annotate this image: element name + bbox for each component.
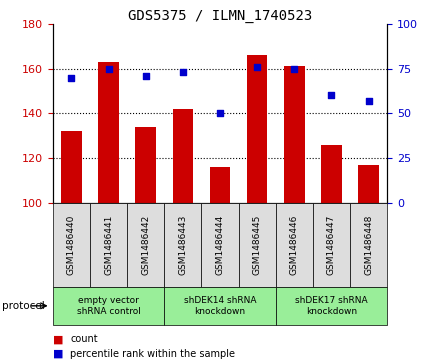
Point — [328, 93, 335, 98]
Bar — [359, 165, 379, 203]
Text: empty vector
shRNA control: empty vector shRNA control — [77, 296, 140, 315]
Point — [180, 69, 187, 75]
Text: shDEK17 shRNA
knockdown: shDEK17 shRNA knockdown — [295, 296, 368, 315]
Text: ■: ■ — [53, 349, 63, 359]
Bar — [61, 131, 81, 203]
Point — [105, 66, 112, 72]
Text: GSM1486442: GSM1486442 — [141, 215, 150, 275]
Text: GSM1486447: GSM1486447 — [327, 215, 336, 275]
Text: GSM1486441: GSM1486441 — [104, 215, 113, 275]
Bar — [210, 167, 230, 203]
Text: GSM1486448: GSM1486448 — [364, 215, 373, 275]
Text: GSM1486444: GSM1486444 — [216, 215, 224, 275]
Bar — [247, 55, 268, 203]
Text: GDS5375 / ILMN_1740523: GDS5375 / ILMN_1740523 — [128, 9, 312, 23]
Point — [142, 73, 149, 79]
Bar — [321, 145, 342, 203]
Text: percentile rank within the sample: percentile rank within the sample — [70, 349, 235, 359]
Bar — [136, 127, 156, 203]
Text: GSM1486446: GSM1486446 — [290, 215, 299, 275]
Text: GSM1486443: GSM1486443 — [178, 215, 187, 275]
Text: shDEK14 shRNA
knockdown: shDEK14 shRNA knockdown — [184, 296, 256, 315]
Text: GSM1486440: GSM1486440 — [67, 215, 76, 275]
Point — [253, 64, 260, 70]
Text: GSM1486445: GSM1486445 — [253, 215, 262, 275]
Point — [365, 98, 372, 104]
Text: ■: ■ — [53, 334, 63, 344]
Bar — [284, 66, 304, 203]
Text: protocol: protocol — [2, 301, 45, 311]
Text: count: count — [70, 334, 98, 344]
Bar — [172, 109, 193, 203]
Point — [216, 110, 224, 116]
Point — [291, 66, 298, 72]
Bar — [98, 62, 119, 203]
Point — [68, 74, 75, 80]
